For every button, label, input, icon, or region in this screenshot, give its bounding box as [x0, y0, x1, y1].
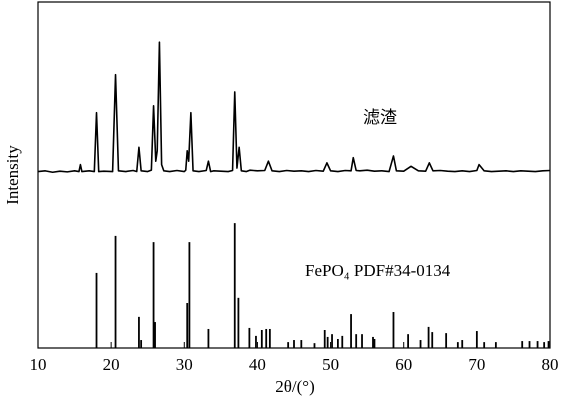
- pattern-line: [37, 41, 551, 174]
- y-axis-label: Intensity: [3, 145, 22, 205]
- series-label: FePO₄ PDF#34-0134: [305, 261, 451, 280]
- x-tick-label: 10: [30, 355, 47, 374]
- x-tick-label: 40: [249, 355, 266, 374]
- series-label: 滤渣: [363, 108, 397, 127]
- x-tick-label: 70: [468, 355, 485, 374]
- x-tick-label: 50: [322, 355, 339, 374]
- x-tick-label: 20: [103, 355, 120, 374]
- x-tick-label: 80: [542, 355, 559, 374]
- x-tick-label: 30: [176, 355, 193, 374]
- x-axis-label: 2θ/(°): [275, 377, 315, 396]
- x-tick-label: 60: [395, 355, 412, 374]
